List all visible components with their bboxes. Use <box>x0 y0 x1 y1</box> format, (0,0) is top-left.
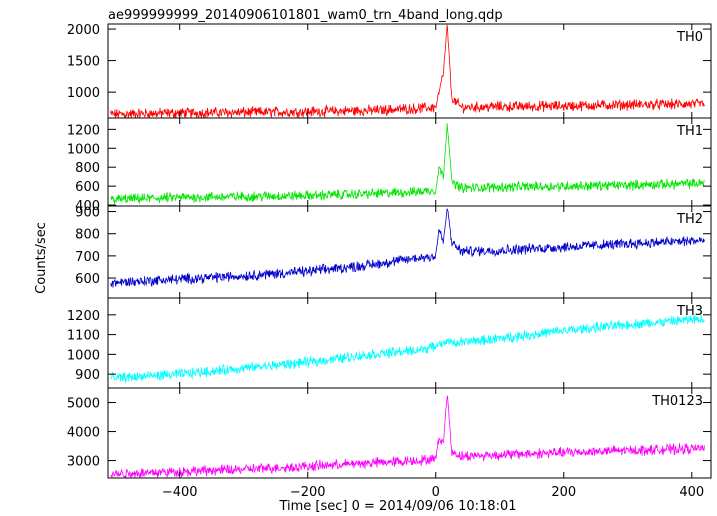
series-th0-line <box>110 24 705 118</box>
series-th1-line <box>110 123 705 204</box>
series-th3-line <box>110 314 705 384</box>
panel-th3: 900 1000 1100 1200 TH3 <box>67 297 712 389</box>
y-tick-label: 1200 <box>67 123 100 138</box>
y-tick-label: 700 <box>75 250 100 265</box>
y-tick-label: 1000 <box>67 86 100 101</box>
y-tick-label: 800 <box>75 161 100 176</box>
series-th0123-line <box>110 395 705 478</box>
x-tick-label: 400 <box>679 485 704 500</box>
y-tick-label: 800 <box>75 228 100 243</box>
y-tick-label: 1200 <box>67 309 100 324</box>
panel-frame <box>107 23 712 119</box>
y-tick-label: 1000 <box>67 142 100 157</box>
panel-label: TH3 <box>676 304 703 319</box>
panel-th0123: 3000 4000 5000 TH0123 −400 −200 0 200 400 <box>67 387 712 500</box>
y-axis-label: Counts/sec <box>34 222 49 294</box>
series-th2-line <box>110 208 705 288</box>
x-tick-label: 0 <box>432 485 440 500</box>
y-tick-label: 1000 <box>67 348 100 363</box>
panel-label: TH0123 <box>651 394 703 409</box>
x-tick-label: 200 <box>551 485 576 500</box>
panel-frame <box>107 297 712 389</box>
y-tick-label: 400 <box>75 199 100 214</box>
y-tick-label: 1100 <box>67 329 100 344</box>
panel-th2: 600 700 800 900 TH2 <box>75 205 712 299</box>
x-tick-label: −400 <box>162 485 198 500</box>
y-tick-label: 1500 <box>67 55 100 70</box>
panel-frame <box>107 205 712 299</box>
y-tick-label: 600 <box>75 272 100 287</box>
panel-label: TH2 <box>676 212 703 227</box>
y-tick-label: 600 <box>75 180 100 195</box>
chart-title: ae999999999_20140906101801_wam0_trn_4ban… <box>108 8 503 23</box>
y-tick-label: 4000 <box>67 426 100 441</box>
panel-label: TH1 <box>676 124 703 139</box>
panel-frame <box>107 387 712 479</box>
y-tick-label: 900 <box>75 368 100 383</box>
y-tick-label: 2000 <box>67 23 100 38</box>
x-axis-label: Time [sec] 0 = 2014/09/06 10:18:01 <box>278 499 516 514</box>
y-tick-label: 5000 <box>67 397 100 412</box>
x-tick-label: −200 <box>290 485 326 500</box>
y-tick-label: 3000 <box>67 455 100 470</box>
y-tick-label: 900 <box>75 206 100 221</box>
panel-th0: 1000 1500 2000 TH0 <box>67 23 712 119</box>
panel-label: TH0 <box>676 30 703 45</box>
panel-th1: 400 600 800 1000 1200 TH1 <box>67 117 712 214</box>
